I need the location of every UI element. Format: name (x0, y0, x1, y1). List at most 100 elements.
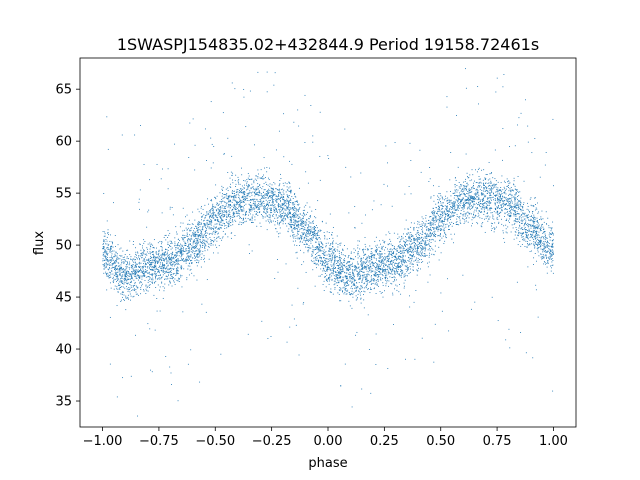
scatter-point (144, 275, 146, 277)
scatter-point (492, 188, 494, 190)
scatter-point (170, 271, 171, 272)
scatter-point (483, 185, 485, 186)
scatter-point (450, 152, 452, 153)
scatter-point (437, 206, 439, 207)
scatter-point (295, 209, 297, 211)
scatter-point (210, 228, 212, 229)
scatter-point (494, 199, 496, 201)
scatter-point (285, 263, 287, 265)
scatter-point (160, 268, 162, 269)
scatter-point (345, 255, 347, 257)
scatter-point (291, 163, 293, 165)
scatter-point (162, 267, 164, 269)
scatter-point (115, 278, 117, 280)
scatter-point (420, 171, 422, 173)
scatter-point (208, 228, 210, 230)
scatter-point (109, 247, 111, 249)
scatter-point (237, 213, 239, 215)
scatter-point (361, 258, 363, 260)
scatter-point (169, 240, 171, 242)
scatter-point (135, 266, 137, 268)
scatter-point (400, 293, 402, 295)
scatter-point (288, 187, 290, 189)
scatter-point (210, 239, 212, 241)
scatter-point (534, 220, 536, 222)
scatter-point (318, 275, 320, 277)
scatter-point (323, 232, 325, 233)
scatter-point (510, 214, 512, 216)
scatter-point (251, 208, 253, 210)
scatter-point (222, 230, 224, 232)
scatter-point (162, 168, 163, 170)
scatter-point (545, 211, 547, 213)
scatter-point (311, 234, 313, 236)
scatter-point (536, 231, 538, 233)
scatter-point (156, 247, 157, 249)
scatter-point (124, 269, 126, 271)
scatter-point (329, 275, 331, 277)
scatter-point (191, 263, 193, 264)
scatter-point (281, 196, 283, 198)
scatter-point (505, 197, 507, 199)
scatter-point (155, 261, 157, 263)
scatter-point (123, 261, 125, 263)
scatter-point (306, 234, 308, 236)
scatter-point (254, 198, 256, 200)
scatter-point (397, 265, 399, 267)
scatter-point (163, 266, 165, 268)
scatter-point (353, 282, 355, 284)
scatter-point (125, 286, 127, 288)
scatter-point (445, 224, 447, 226)
scatter-point (171, 276, 173, 278)
scatter-point (206, 214, 208, 216)
scatter-point (146, 270, 147, 272)
scatter-point (465, 214, 467, 216)
scatter-point (147, 323, 149, 325)
scatter-point (133, 295, 135, 297)
scatter-point (413, 241, 415, 243)
scatter-point (376, 269, 378, 271)
scatter-point (540, 244, 542, 246)
scatter-point (292, 208, 294, 209)
scatter-point (456, 215, 458, 217)
scatter-point (266, 195, 268, 197)
scatter-point (119, 269, 121, 271)
scatter-point (259, 211, 261, 213)
scatter-point (323, 276, 325, 278)
scatter-point (337, 292, 339, 294)
scatter-point (384, 290, 385, 292)
scatter-point (413, 229, 415, 231)
scatter-point (275, 198, 277, 200)
scatter-point (204, 240, 206, 242)
scatter-point (236, 194, 238, 196)
scatter-point (174, 255, 176, 257)
scatter-point (340, 264, 342, 266)
scatter-point (466, 217, 468, 219)
scatter-point (443, 224, 445, 226)
scatter-point (444, 232, 446, 234)
scatter-point (222, 193, 223, 195)
scatter-point (394, 142, 396, 144)
scatter-point (113, 275, 115, 276)
scatter-point (107, 272, 109, 274)
scatter-point (355, 287, 357, 288)
scatter-point (231, 193, 233, 194)
scatter-point (511, 207, 513, 209)
scatter-point (410, 261, 412, 263)
scatter-point (126, 282, 128, 284)
scatter-point (128, 282, 130, 284)
scatter-point (391, 249, 393, 251)
scatter-point (402, 256, 404, 258)
scatter-point (315, 264, 317, 266)
scatter-point (485, 206, 487, 208)
scatter-point (500, 199, 502, 200)
scatter-point (132, 272, 134, 274)
scatter-point (240, 205, 242, 207)
scatter-point (117, 267, 118, 269)
scatter-point (205, 230, 207, 232)
scatter-point (236, 200, 238, 202)
scatter-point (246, 188, 248, 190)
scatter-point (260, 177, 262, 179)
scatter-point (485, 202, 487, 204)
scatter-point (466, 208, 468, 210)
